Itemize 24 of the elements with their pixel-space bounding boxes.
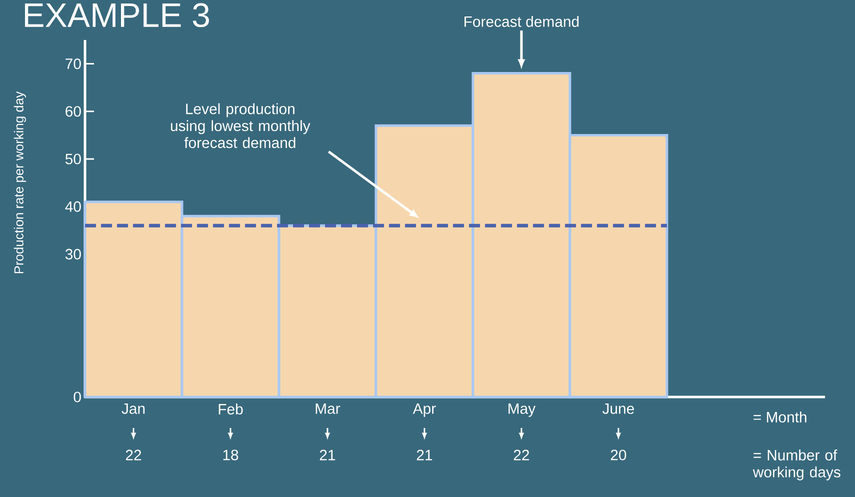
x-tick-label: May	[508, 404, 536, 417]
x-tick-label: Mar	[316, 404, 340, 414]
text: Forecast demand	[464, 16, 579, 27]
text: 22	[126, 450, 142, 460]
y-tick-label: 60	[66, 106, 81, 117]
x-tick-label: Apr	[412, 404, 436, 417]
x-tick-label: June	[602, 404, 634, 414]
text: 22	[514, 450, 530, 460]
y-tick-label: 30	[65, 248, 81, 260]
text: = Month	[754, 412, 806, 422]
y-axis-title: Production rate per working day	[14, 91, 26, 274]
x-tick-label: Jan	[122, 404, 145, 414]
chart-title: EXAMPLE 3	[24, 3, 209, 28]
y-tick-label: 0	[74, 392, 81, 402]
text: = Number of working days	[752, 450, 840, 480]
text: 20	[610, 450, 626, 460]
x-tick-label: Feb	[218, 404, 243, 414]
y-tick-label: 70	[66, 58, 81, 70]
annotation: Level production using lowest monthly forecast demand	[170, 103, 310, 148]
text: 21	[416, 450, 432, 460]
text: 18	[223, 450, 238, 460]
y-tick-label: 50	[65, 154, 81, 164]
text: 21	[320, 450, 336, 460]
y-tick-label: 40	[65, 201, 81, 212]
